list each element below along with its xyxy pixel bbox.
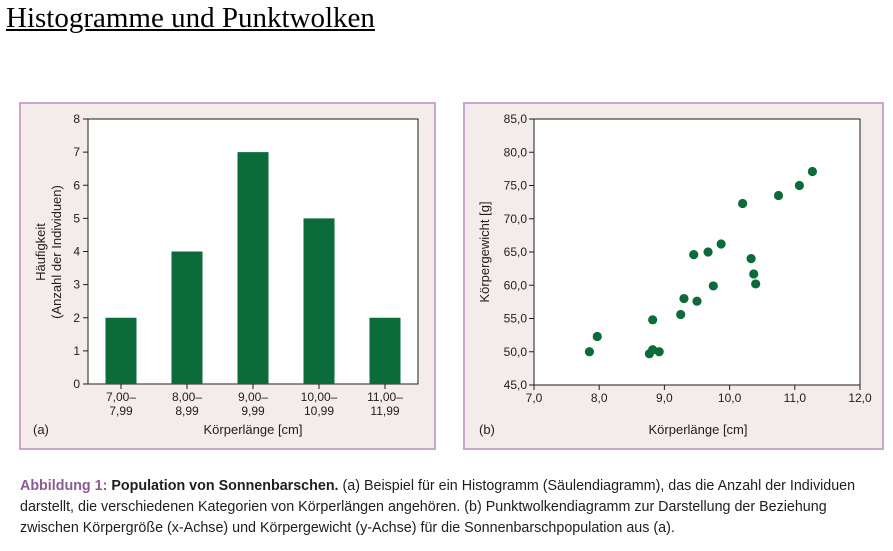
histogram-panel-label: (a) [33,422,49,437]
scatter-point [738,198,748,209]
scatter-x-tick-label: 10,0 [718,391,742,405]
histogram-x-tick-label: 11,99 [370,404,399,418]
scatter-point [654,347,664,357]
histogram-x-tick-label: 11,00– [367,390,403,404]
histogram-x-axis-label: Körperlänge [cm] [204,422,303,437]
scatter-point [716,239,726,249]
scatter-point [676,309,686,320]
scatter-x-tick-label: 8,0 [591,391,608,405]
scatter-point [773,190,784,201]
histogram-panel: 0 1 2 3 4 5 6 7 8 7,00– 7,99 8,00– 8,99 9,00– 9,99 10,… [19,102,436,450]
histogram-bar [105,317,137,384]
scatter-chart: 45,0 50,0 55,0 60,0 65,0 70,0 75,0 80,0 85,0 7,0… [477,112,872,437]
histogram-bar [303,218,335,384]
scatter-x-tick-label: 7,0 [526,391,543,405]
histogram-y-tick-label: 8 [73,112,80,126]
histogram-y-tick-label: 7 [73,145,80,159]
histogram-x-tick-label: 8,99 [175,404,199,418]
scatter-panel: 45,0 50,0 55,0 60,0 65,0 70,0 75,0 80,0 85,0 7,0… [463,102,884,450]
scatter-x-tick-label: 11,0 [784,391,807,405]
scatter-y-tick-label: 80,0 [504,145,528,159]
scatter-point [679,293,689,304]
histogram-bar [237,152,269,384]
scatter-y-tick-label: 55,0 [504,312,528,326]
scatter-point [794,180,804,191]
scatter-x-axis-label: Körperlänge [cm] [649,422,748,437]
histogram-y-tick-label: 2 [73,311,80,325]
scatter-y-tick-label: 65,0 [504,245,528,259]
histogram-x-tick-label: 9,00– [238,390,268,404]
histogram-x-tick-label: 7,00– [106,390,136,404]
histogram-bar [171,251,203,384]
histogram-y-tick-label: 1 [73,344,80,358]
histogram-y-tick-label: 6 [73,178,80,192]
histogram-x-tick-label: 8,00– [172,390,202,404]
histogram-y-axis-label-line1: Häufigkeit [33,223,48,281]
scatter-y-tick-label: 75,0 [504,179,528,193]
figure-caption: Abbildung 1: Population von Sonnenbarsch… [20,476,888,539]
scatter-panel-label: (b) [479,422,495,437]
histogram-y-tick-label: 3 [73,278,80,292]
scatter-point [692,296,702,306]
histogram-y-axis-label-line2: (Anzahl der Individuen) [49,185,64,319]
scatter-point [807,166,818,177]
caption-label: Abbildung 1: [20,478,108,494]
histogram-x-tick-label: 7,99 [109,404,133,418]
caption-title: Population von Sonnenbarschen. [111,478,339,494]
scatter-point [749,269,759,279]
scatter-y-tick-label: 70,0 [504,212,528,226]
histogram-y-tick-label: 0 [73,377,80,391]
scatter-point [584,347,595,357]
histogram-x-tick-label: 10,00– [301,390,338,404]
scatter-point [592,331,602,342]
scatter-x-tick-label: 12,0 [848,391,872,405]
histogram-y-tick-label: 5 [73,211,80,225]
scatter-y-tick-label: 45,0 [504,378,528,392]
scatter-y-tick-label: 50,0 [504,345,528,359]
scatter-point [751,279,761,289]
scatter-point [703,247,713,257]
scatter-y-tick-label: 60,0 [504,278,528,292]
scatter-y-tick-label: 85,0 [504,112,528,126]
histogram-x-tick-label: 9,99 [241,404,265,418]
histogram-x-tick-label: 10,99 [304,404,334,418]
scatter-point [746,254,756,264]
scatter-point [648,315,658,325]
histogram-bar [369,317,401,384]
caption-text: (a) Beispiel für ein Histogramm (Säulend… [20,478,856,536]
histogram-y-tick-label: 4 [73,245,80,259]
scatter-point [689,250,699,260]
scatter-point [708,281,718,291]
scatter-y-axis-label: Körpergewicht [g] [477,201,492,302]
histogram-chart: 0 1 2 3 4 5 6 7 8 7,00–7,99 8,00–8,99 9,00–9,99 10,… [33,112,419,437]
scatter-x-tick-label: 9,0 [656,391,673,405]
page-title: Histogramme und Punktwolken [6,2,375,34]
